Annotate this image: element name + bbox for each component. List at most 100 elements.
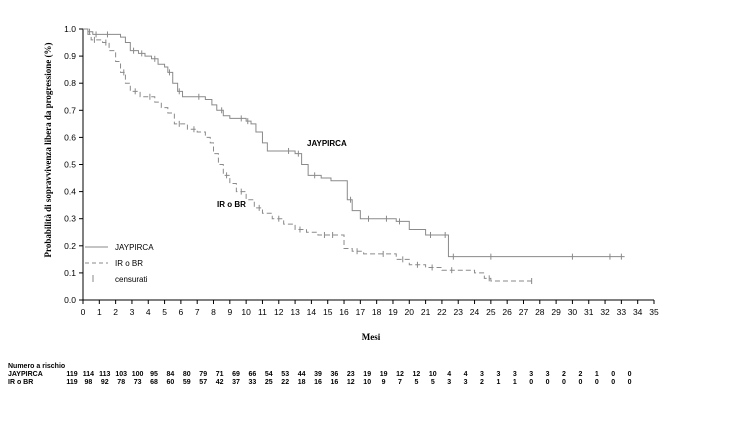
x-tick-label: 21 [421,307,431,317]
y-tick-label: 0.7 [64,105,76,115]
series-line-jaypirca [83,28,625,258]
y-tick-label: 1.0 [64,24,76,34]
x-tick-label: 29 [551,307,561,317]
x-tick-label: 13 [290,307,300,317]
risk-cell: 71 [216,371,224,378]
series-line-ir-o-br [83,28,534,282]
x-tick-label: 30 [568,307,578,317]
legend: JAYPIRCA IR o BR censurati [85,243,154,284]
series-label-ir-o-br: IR o BR [217,200,246,209]
x-tick-label: 2 [113,307,118,317]
x-tick-label: 25 [486,307,496,317]
y-tick-label: 0.2 [64,241,76,251]
x-tick-label: 24 [470,307,480,317]
risk-cell: 22 [281,379,289,386]
risk-cell: 1 [513,379,517,386]
x-axis-ticks: 0 1 2 3 4 5 6 7 8 9 10 11 12 13 14 15 16 17 18 19 20 21 22 23 24… [81,300,659,317]
risk-cell: 33 [249,379,257,386]
risk-table-title: Numero a rischio [8,363,65,370]
risk-cell: 73 [134,379,142,386]
risk-cell: 19 [363,371,371,378]
y-tick-label: 0.0 [64,295,76,305]
risk-cell: 3 [464,379,468,386]
risk-cell: 0 [628,379,632,386]
risk-cell: 0 [529,379,533,386]
risk-cell: 0 [595,379,599,386]
x-tick-label: 8 [211,307,216,317]
risk-cell: 12 [347,379,355,386]
risk-cell: 0 [562,379,566,386]
y-tick-label: 0.6 [64,132,76,142]
risk-cell: 39 [314,371,322,378]
risk-cell: 5 [414,379,418,386]
risk-cell: 7 [398,379,402,386]
risk-cell: 0 [628,371,632,378]
risk-cell: 4 [464,371,468,378]
risk-cell: 119 [66,371,77,378]
x-tick-label: 35 [649,307,659,317]
risk-cell: 23 [347,371,355,378]
x-tick-label: 9 [227,307,232,317]
risk-cell: 1 [496,379,500,386]
x-tick-label: 4 [146,307,151,317]
risk-cell: 3 [513,371,517,378]
legend-label-censored: censurati [115,275,148,284]
risk-cell: 4 [447,371,451,378]
risk-cell: 100 [132,371,144,378]
risk-cell: 1 [595,371,599,378]
risk-cell: 119 [66,379,77,386]
x-tick-label: 31 [584,307,594,317]
y-axis-ticks: 0.0 0.1 0.2 0.3 0.4 0.5 0.6 0.7 0.8 0.9 1.0 [64,24,83,305]
survival-curves [83,28,625,282]
risk-cell: 0 [611,371,615,378]
x-tick-label: 11 [258,307,267,317]
y-tick-label: 0.1 [64,268,76,278]
risk-cell: 0 [611,379,615,386]
risk-cell: 3 [529,371,533,378]
risk-cell: 69 [232,371,240,378]
risk-cell: 9 [382,379,386,386]
risk-cell: 113 [99,371,110,378]
x-tick-label: 5 [162,307,167,317]
risk-cell: 3 [480,371,484,378]
risk-cell: 2 [578,371,582,378]
risk-cell: 5 [431,379,435,386]
x-tick-label: 10 [241,307,251,317]
risk-cell: 16 [331,379,339,386]
y-tick-label: 0.8 [64,78,76,88]
risk-cell: 25 [265,379,273,386]
risk-row-label-jaypirca: JAYPIRCA [8,371,43,378]
risk-cell: 68 [150,379,158,386]
y-tick-label: 0.4 [64,187,76,197]
x-tick-label: 0 [81,307,86,317]
risk-cell: 3 [447,379,451,386]
x-tick-label: 6 [179,307,184,317]
x-tick-label: 1 [97,307,102,317]
series-label-jaypirca: JAYPIRCA [307,139,347,148]
y-tick-label: 0.5 [64,160,76,170]
risk-cell: 12 [413,371,421,378]
x-tick-label: 23 [453,307,463,317]
risk-cell: 114 [83,371,94,378]
risk-cell: 18 [298,379,306,386]
x-tick-label: 18 [372,307,382,317]
risk-cell: 0 [546,379,550,386]
risk-cell: 0 [578,379,582,386]
risk-cell: 10 [429,371,437,378]
risk-cell: 59 [183,379,191,386]
risk-cell: 53 [281,371,289,378]
risk-cell: 66 [249,371,257,378]
risk-cell: 103 [115,371,127,378]
risk-cell: 95 [150,371,158,378]
risk-cell: 80 [183,371,191,378]
risk-cell: 12 [396,371,404,378]
risk-cell: 2 [562,371,566,378]
risk-cell: 92 [101,379,109,386]
x-tick-label: 32 [600,307,610,317]
x-tick-label: 27 [519,307,529,317]
risk-cell: 3 [546,371,550,378]
censor-marks [89,28,622,285]
risk-cell: 37 [232,379,240,386]
axes [82,29,654,301]
y-tick-label: 0.9 [64,51,76,61]
